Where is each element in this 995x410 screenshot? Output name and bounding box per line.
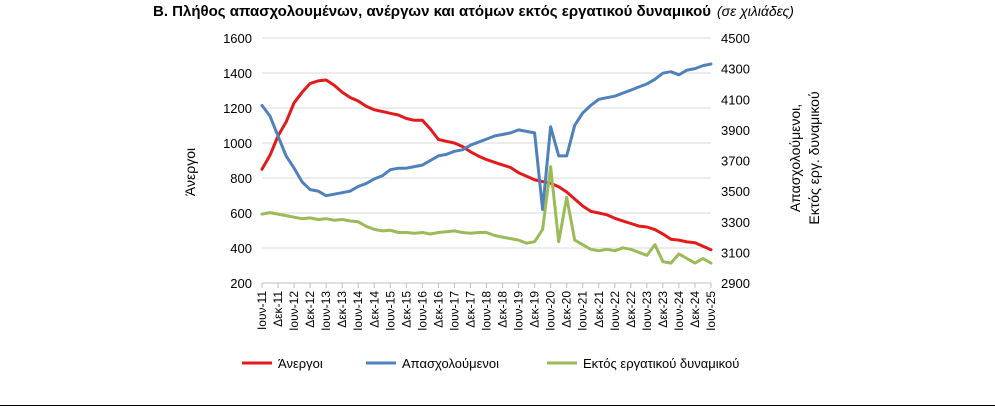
x-tick-label: Δεκ-23	[656, 291, 670, 328]
x-tick-label: Δεκ-17	[463, 291, 477, 328]
left-tick-label: 1600	[223, 31, 252, 46]
left-tick-label: 200	[230, 276, 252, 291]
x-tick-label: Ιουν-21	[576, 291, 590, 331]
series-line-1	[260, 62, 713, 211]
x-tick-label: Ιουν-24	[672, 291, 686, 331]
x-tick-label: Ιουν-17	[447, 291, 461, 331]
right-y-tick-labels: 4500 4300 4100 3900 3700 3500 3300 3100 2900	[721, 31, 750, 291]
right-tick-label: 4100	[721, 92, 750, 107]
right-axis-label: Απασχολούμενοι, Εκτός εργ. δυναμικού	[787, 91, 822, 224]
series-line-2	[260, 165, 713, 265]
x-tick-label: Δεκ-18	[496, 291, 510, 328]
x-tick-label: Δεκ-24	[688, 291, 702, 328]
x-tick-label: Ιουν-19	[512, 291, 526, 331]
x-tick-label: Δεκ-21	[592, 291, 606, 328]
left-tick-label: 1200	[223, 101, 252, 116]
right-tick-label: 2900	[721, 276, 750, 291]
bottom-divider	[0, 405, 995, 406]
left-axis-label: Άνεργοι	[182, 148, 198, 196]
x-tick-label: Ιουν-12	[287, 291, 301, 331]
left-tick-label: 600	[230, 206, 252, 221]
x-tick-label: Δεκ-16	[431, 291, 445, 328]
series-lines	[260, 62, 713, 265]
chart-title-block: Β. Πλήθος απασχολουμένων, ανέργων και ατ…	[153, 3, 913, 20]
x-tick-label: Ιουν-16	[415, 291, 429, 331]
x-tick-label: Ιουν-13	[319, 291, 333, 331]
line-chart: 1600 1400 1200 1000 800 600 400 200 4500 4300 410…	[182, 31, 822, 371]
x-tick-label: Ιουν-23	[640, 291, 654, 331]
left-tick-label: 800	[230, 171, 252, 186]
right-tick-label: 3300	[721, 215, 750, 230]
right-tick-label: 3100	[721, 245, 750, 260]
x-tick-label: Δεκ-11	[271, 291, 285, 327]
x-tick-label: Ιουν-15	[383, 291, 397, 331]
x-tick-label: Δεκ-20	[560, 291, 574, 328]
x-tick-label: Ιουν-20	[544, 291, 558, 331]
right-tick-label: 4500	[721, 31, 750, 46]
right-tick-label: 4300	[721, 62, 750, 77]
x-tick-label: Ιουν-14	[351, 291, 365, 331]
right-tick-label: 3500	[721, 184, 750, 199]
x-tick-label: Δεκ-15	[399, 291, 413, 328]
x-tick-label: Ιουν-18	[480, 291, 494, 331]
legend-label: Απασχολούμενοι	[402, 356, 499, 371]
x-tick-labels: Ιουν-11 Δεκ-11 Ιουν-12 Δεκ-12 Ιουν-13 Δεκ-13 Ι…	[255, 291, 718, 331]
left-y-tick-labels: 1600 1400 1200 1000 800 600 400 200	[223, 31, 252, 291]
right-tick-label: 3700	[721, 154, 750, 169]
x-tick-label: Δεκ-14	[367, 291, 381, 328]
x-tick-label: Δεκ-12	[303, 291, 317, 328]
right-axis-label-line: Εκτός εργ. δυναμικού	[806, 91, 822, 224]
left-tick-label: 1000	[223, 136, 252, 151]
legend-label: Άνεργοι	[278, 356, 323, 371]
x-tick-label: Δεκ-13	[335, 291, 349, 328]
x-tick-label: Δεκ-19	[528, 291, 542, 328]
axes	[261, 282, 712, 288]
x-tick-label: Ιουν-25	[704, 291, 718, 331]
right-tick-label: 3900	[721, 123, 750, 138]
legend: Άνεργοι Απασχολούμενοι Εκτός εργατικού δυν…	[242, 356, 739, 371]
left-tick-label: 1400	[223, 66, 252, 81]
chart-subtitle: (σε χιλιάδες)	[717, 3, 794, 19]
left-tick-label: 400	[230, 241, 252, 256]
x-tick-label: Ιουν-22	[608, 291, 622, 331]
chart-title: Β. Πλήθος απασχολουμένων, ανέργων και ατ…	[153, 3, 712, 20]
series-line-0	[260, 78, 713, 252]
x-tick-label: Ιουν-11	[255, 291, 269, 330]
right-axis-label-line: Απασχολούμενοι,	[787, 104, 803, 212]
x-tick-label: Δεκ-22	[624, 291, 638, 328]
legend-label: Εκτός εργατικού δυναμικού	[583, 356, 739, 371]
